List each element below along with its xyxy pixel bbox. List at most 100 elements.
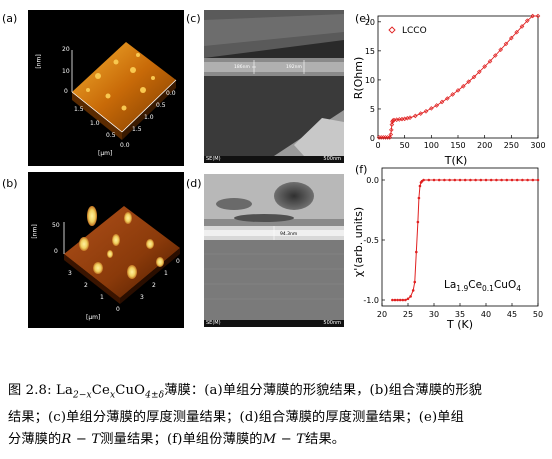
afm-b-y-tick-2: 2 (152, 282, 156, 289)
chart-f-xlabel: T (K) (446, 318, 473, 331)
chart-e-xtick-label: 0 (375, 141, 380, 150)
afm-a-y-tick-3: 1.5 (132, 126, 142, 133)
chart-e-ylabel: R(Ohm) (352, 57, 365, 100)
sem-image-d: 94.3nm SE(M) 500nm (204, 174, 344, 327)
caption-line-1: 图 2.8: La2−xCexCuO4±δ薄膜：(a)单组分薄膜的形貌结果，(b… (8, 380, 548, 407)
chart-f: 20 25 30 35 40 45 50 0.0 -0.5 -1.0 T (K) χ'(arb. … (352, 167, 543, 331)
chart-f-xtick-label: 25 (403, 310, 413, 319)
chart-e-xlabel: T(K) (444, 154, 468, 167)
chart-f-point (526, 178, 529, 182)
chart-f-point (437, 178, 441, 182)
chart-f-point (536, 178, 540, 182)
chart-e-xtick-label: 50 (400, 141, 410, 150)
chart-e-point (530, 13, 535, 19)
afm-a-x-tick-2: 0.5 (106, 132, 116, 139)
chart-e-ytick-label: 5 (370, 105, 375, 114)
chart-e-point (503, 41, 509, 47)
afm-b-y-tick-3: 3 (140, 294, 144, 301)
chart-e-xtick-label: 100 (424, 141, 439, 150)
figure-caption: 图 2.8: La2−xCexCuO4±δ薄膜：(a)单组分薄膜的形貌结果，(b… (8, 380, 548, 451)
chart-f-point (500, 178, 503, 182)
afm-b-z-tick-1: 0 (54, 248, 58, 255)
afm-b-z-unit: [nm] (31, 224, 39, 239)
afm-image-b: [nm] 50 0 0 1 2 3 3 2 1 0 [µm] (28, 172, 184, 328)
afm-a-x-tick-0: 1.5 (74, 106, 84, 113)
afm-b-surface (64, 206, 180, 298)
chart-e-xtick-label: 200 (477, 141, 492, 150)
chart-f-point (458, 178, 462, 182)
afm-a-y-tick-1: 0.5 (156, 102, 166, 109)
chart-e-point (487, 59, 493, 64)
chart-e-ytick-label: 15 (365, 47, 375, 56)
chart-f-point (393, 298, 397, 302)
afm-b-x-tick-3: 0 (116, 306, 120, 313)
chart-f-point (413, 280, 417, 284)
chart-f-annotation: La1.9Ce0.1CuO4 (444, 279, 521, 293)
chart-f-point (495, 178, 498, 182)
chart-f-point (415, 250, 418, 254)
chart-f-xtick-label: 35 (455, 310, 465, 319)
sem-d-measure: 94.3nm (280, 232, 298, 237)
chart-f-point (531, 178, 535, 182)
chart-f-point (396, 298, 399, 302)
chart-f-point (411, 289, 415, 292)
afm-b-x-tick-1: 2 (84, 282, 88, 289)
chart-f-point (479, 178, 483, 182)
chart-f-point (427, 178, 431, 182)
chart-f-ylabel: χ'(arb. units) (352, 207, 365, 277)
caption-line-1-text: 薄膜：(a)单组分薄膜的形貌结果，(b)组合薄膜的形貌 (164, 383, 483, 398)
panel-label-f: (f) (355, 163, 368, 176)
chart-e-point (387, 135, 393, 140)
afm-a-surface (72, 42, 176, 132)
sem-c-measure-right: 192nm (286, 65, 302, 70)
chart-f-point (404, 298, 407, 302)
afm-a-y-tick-0: 0.0 (166, 90, 176, 97)
caption-formula: La2−xCexCuO4±δ (56, 383, 165, 401)
panel-label-e: (e) (355, 12, 371, 25)
afm-a-x-tick-3: 0.0 (120, 142, 130, 149)
chart-f-point (401, 298, 405, 302)
chart-e-point (509, 35, 514, 41)
chart-f-point (416, 220, 420, 224)
chart-f-point (505, 178, 509, 182)
chart-f-ytick-label: -1.0 (363, 296, 379, 305)
chart-f-point (418, 184, 422, 188)
caption-line-3: 分薄膜的R − T测量结果；(f)单组份薄膜的M − T结果。 (8, 431, 346, 447)
chart-f-xtick-label: 30 (429, 310, 439, 319)
afm-a-z-tick-0: 20 (62, 46, 70, 53)
chart-f-point (422, 178, 425, 182)
afm-a-x-unit: [µm] (98, 150, 113, 157)
panel-label-a: (a) (2, 12, 18, 25)
chart-e-point (514, 29, 519, 35)
chart-f-point (417, 196, 421, 200)
chart-f-point (398, 298, 402, 302)
chart-f-point (510, 178, 514, 182)
chart-f-point (432, 178, 436, 182)
sem-image-c: 186nm 192nm SE(M) 500nm (204, 10, 344, 163)
panel-label-d: (d) (186, 177, 202, 190)
chart-f-point (448, 178, 451, 182)
sem-c-measure-left: 186nm (234, 65, 250, 70)
panel-label-b: (b) (2, 177, 18, 190)
chart-e-xtick-label: 250 (504, 141, 519, 150)
chart-f-point (521, 178, 524, 182)
chart-f-point (406, 297, 410, 301)
chart-f-xtick-label: 50 (533, 310, 543, 319)
afm-b-z-tick-0: 50 (52, 222, 60, 229)
chart-f-point (443, 178, 446, 182)
afm-a-y-tick-2: 1.0 (144, 114, 154, 121)
chart-e-legend: LCCO (388, 26, 427, 36)
chart-f-xtick-label: 20 (377, 310, 387, 319)
chart-f-xtick-label: 40 (481, 310, 491, 319)
afm-a-z-unit: [nm] (35, 54, 43, 69)
chart-f-point (463, 178, 467, 182)
chart-e-xtick-label: 300 (530, 141, 545, 150)
chart-e-point (519, 24, 525, 29)
afm-b-y-tick-0: 0 (176, 258, 180, 265)
afm-a-z-tick-1: 10 (62, 68, 70, 75)
sem-c-footer-left: SE(M) (206, 156, 221, 162)
chart-f-point (474, 178, 477, 182)
chart-f-point (469, 178, 472, 182)
caption-line-2: 结果；(c)单组分薄膜的厚度测量结果；(d)组合薄膜的厚度测量结果；(e)单组 (8, 409, 464, 425)
chart-e-legend-label: LCCO (402, 26, 427, 36)
